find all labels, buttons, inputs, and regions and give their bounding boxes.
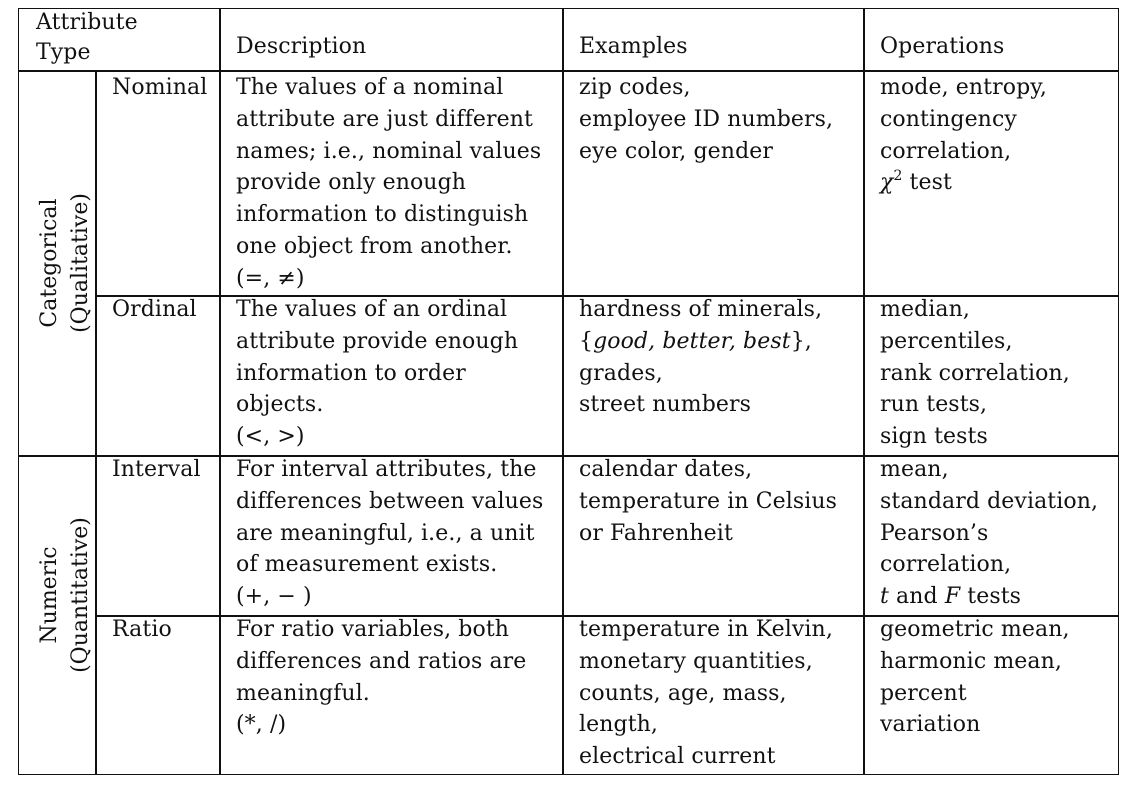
type-ordinal: Ordinal [112,297,197,322]
col-divider-examples [863,8,865,775]
header-operations: Operations [880,34,1005,59]
header-divider [18,70,1119,72]
description-nominal: The values of a nominal attribute are ju… [236,75,542,291]
operations-ratio: geometric mean, harmonic mean, percent v… [880,617,1070,738]
header-description: Description [236,34,367,59]
operations-interval: mean, standard deviation, Pearson’s corr… [880,457,1099,610]
operations-nominal: mode, entropy, contingency correlation, … [880,75,1047,196]
row-divider-nominal-ordinal [95,295,1119,297]
type-interval: Interval [112,457,201,482]
examples-ordinal: hardness of minerals, {good, better, bes… [579,297,823,418]
header-attribute-type: Attribute Type [36,10,138,65]
group-label-numeric: Numeric (Quantitative) [37,517,93,673]
type-nominal: Nominal [112,75,208,100]
col-divider-type [219,8,221,775]
col-divider-group [95,71,97,775]
row-divider-interval-ratio [95,615,1119,617]
examples-nominal: zip codes, employee ID numbers, eye colo… [579,75,834,164]
description-ordinal: The values of an ordinal attribute provi… [236,297,519,450]
attribute-types-table [18,8,1119,775]
description-ratio: For ratio variables, both differences an… [236,617,527,738]
row-divider-categorical-numeric [18,455,1119,457]
group-label-categorical: Categorical (Qualitative) [37,193,93,333]
examples-interval: calendar dates, temperature in Celsius o… [579,457,838,546]
header-examples: Examples [579,34,688,59]
type-ratio: Ratio [112,617,172,642]
examples-ratio: temperature in Kelvin, monetary quantiti… [579,617,833,770]
description-interval: For interval attributes, the differences… [236,457,544,610]
col-divider-description [562,8,564,775]
operations-ordinal: median, percentiles, rank correlation, r… [880,297,1070,450]
